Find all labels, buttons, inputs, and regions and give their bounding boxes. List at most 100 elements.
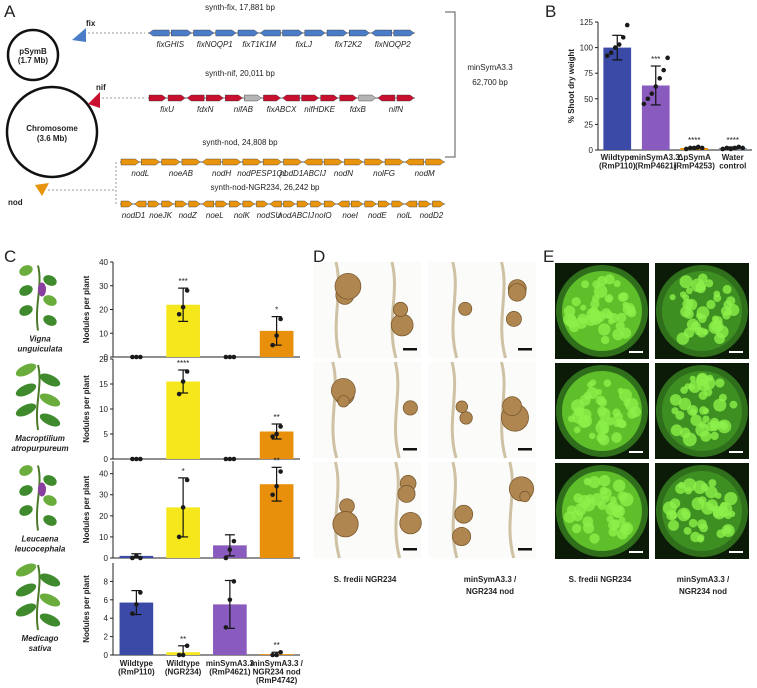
y-tick-label: 6 bbox=[104, 596, 109, 605]
significance: *** bbox=[178, 277, 187, 286]
data-point bbox=[130, 354, 135, 360]
scale-bar bbox=[518, 348, 532, 351]
infected-cell bbox=[568, 321, 580, 333]
x-tick-label: Wildtype (RmP110) bbox=[599, 153, 636, 171]
infected-cell bbox=[610, 500, 618, 509]
replicon-name: Chromosome bbox=[26, 124, 78, 133]
data-point bbox=[227, 547, 233, 552]
y-tick-label: 0 bbox=[104, 353, 109, 362]
data-point bbox=[699, 145, 705, 151]
data-point bbox=[138, 555, 143, 561]
infected-cell bbox=[595, 388, 603, 396]
gene-arrow bbox=[222, 158, 242, 166]
plant-leaf bbox=[15, 583, 37, 597]
data-point bbox=[231, 354, 237, 360]
root bbox=[393, 361, 401, 459]
scale-bar bbox=[729, 351, 743, 353]
locus-marker bbox=[72, 28, 86, 42]
infected-cell bbox=[689, 408, 697, 416]
gene-arrow bbox=[161, 158, 181, 166]
gene-label: noeI bbox=[342, 211, 358, 220]
data-point bbox=[665, 55, 670, 61]
plant-leaf bbox=[43, 515, 57, 526]
significance: *** bbox=[651, 55, 660, 64]
infected-cell bbox=[592, 294, 600, 303]
infected-cell bbox=[582, 522, 595, 534]
infected-cell bbox=[579, 394, 591, 406]
y-tick-label: 5 bbox=[104, 430, 109, 439]
root bbox=[451, 461, 459, 559]
gene-label: nifHDKE bbox=[304, 105, 335, 114]
panel-label: D bbox=[313, 247, 325, 266]
infected-cell bbox=[613, 280, 621, 288]
bracket bbox=[445, 11, 456, 158]
infected-cell bbox=[682, 511, 691, 520]
plant-leaf bbox=[15, 403, 37, 417]
gene-arrow bbox=[120, 158, 140, 166]
infected-cell bbox=[600, 335, 610, 345]
y-tick-label: 75 bbox=[584, 69, 593, 78]
infected-cell bbox=[705, 486, 718, 499]
y-axis-label: Nodules per plant bbox=[82, 375, 91, 443]
plant-leaf bbox=[39, 593, 61, 607]
data-point bbox=[223, 354, 229, 360]
infected-cell bbox=[598, 475, 611, 487]
gene-arrow bbox=[303, 158, 323, 166]
data-point bbox=[270, 342, 275, 348]
data-point bbox=[231, 579, 237, 584]
infected-cell bbox=[702, 328, 709, 336]
y-tick-label: 2 bbox=[104, 633, 109, 642]
nodule bbox=[458, 301, 473, 316]
gene-label: fixT2K2 bbox=[335, 40, 363, 49]
infected-cell bbox=[625, 305, 634, 313]
y-tick-label: 0 bbox=[104, 554, 109, 563]
y-tick-label: 50 bbox=[584, 95, 593, 104]
data-point bbox=[278, 649, 283, 655]
gene-arrow bbox=[393, 29, 415, 37]
gene-arrow bbox=[283, 158, 303, 166]
gene-label: fixU bbox=[160, 105, 174, 114]
y-tick-label: 20 bbox=[99, 355, 108, 364]
data-point bbox=[736, 144, 742, 150]
scale-bar bbox=[403, 448, 417, 451]
replicon-name: pSymB bbox=[19, 47, 47, 56]
photo bbox=[428, 462, 536, 558]
data-point bbox=[130, 611, 135, 616]
gene-arrow bbox=[225, 94, 243, 102]
infected-cell bbox=[619, 327, 632, 339]
scale-bar bbox=[403, 548, 417, 551]
plant-leaf bbox=[15, 363, 37, 377]
infected-cell bbox=[573, 426, 581, 434]
data-point bbox=[176, 652, 182, 658]
plant-leaf bbox=[19, 485, 33, 496]
gene-arrow bbox=[296, 200, 309, 208]
infected-cell bbox=[697, 273, 708, 284]
micrograph-caption: S. fredii NGR234 bbox=[569, 575, 632, 584]
infected-cell bbox=[690, 321, 702, 332]
infected-cell bbox=[619, 291, 629, 302]
infected-cell bbox=[696, 306, 710, 319]
data-point bbox=[720, 146, 726, 152]
y-tick-label: 0 bbox=[104, 651, 109, 660]
gene-arrow bbox=[262, 158, 282, 166]
construct-title: synth-nif, 20,011 bp bbox=[205, 69, 275, 78]
root bbox=[390, 261, 398, 359]
plant-stem bbox=[35, 465, 41, 531]
gene-arrow bbox=[242, 158, 262, 166]
gene-arrow bbox=[193, 29, 215, 37]
gene-arrow bbox=[364, 158, 384, 166]
gene-arrow bbox=[337, 200, 350, 208]
data-point bbox=[223, 625, 229, 630]
locus-label: nif bbox=[96, 83, 106, 92]
y-axis-label: Nodules per plant bbox=[82, 275, 91, 343]
nodule bbox=[392, 301, 409, 317]
plant-leaf bbox=[15, 383, 37, 397]
gene-arrow bbox=[215, 29, 237, 37]
gene-arrow bbox=[358, 94, 377, 102]
gene-arrow bbox=[378, 200, 391, 208]
infected-cell bbox=[598, 434, 610, 446]
data-point bbox=[231, 456, 237, 462]
gene-arrow bbox=[256, 200, 269, 208]
data-point bbox=[620, 35, 626, 40]
infected-cell bbox=[563, 511, 576, 524]
